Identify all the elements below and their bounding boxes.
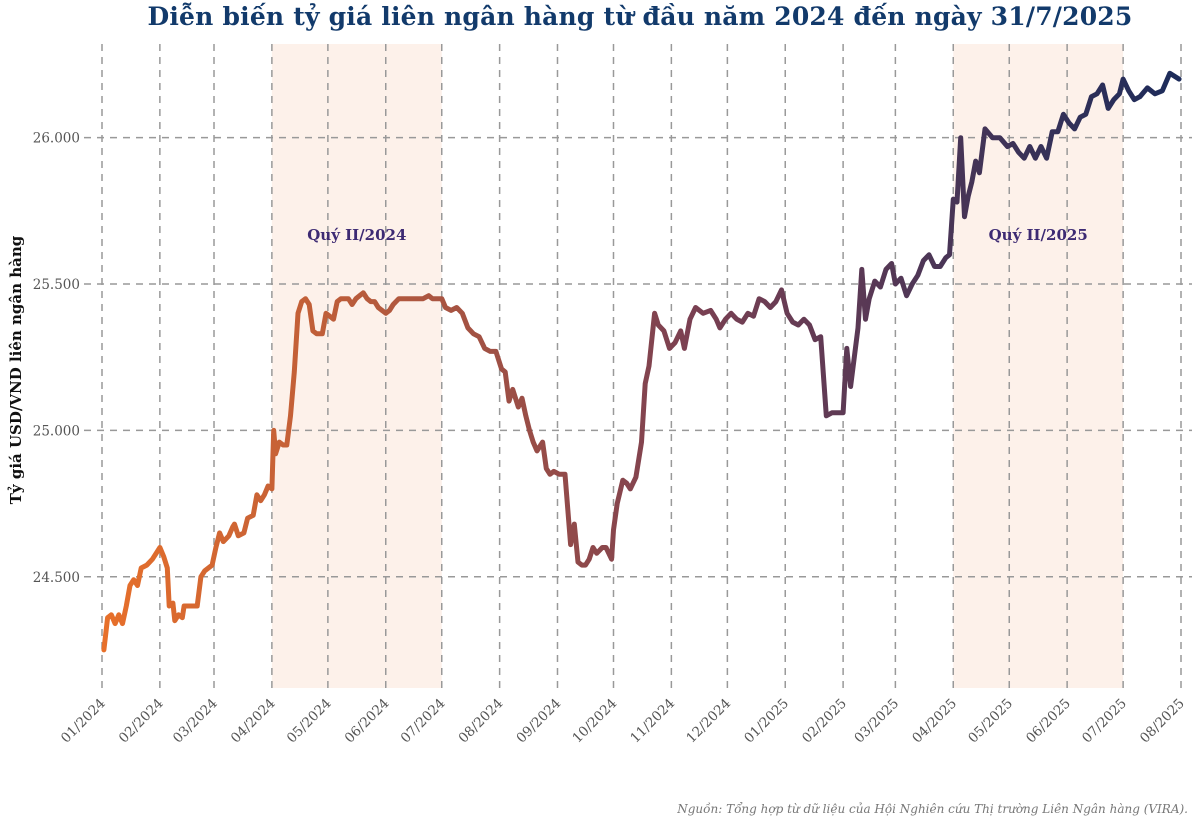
x-tick-labels: 01/2024 02/2024 03/2024 04/2024 05/2024 06/20… — [58, 696, 1188, 747]
x-tick-label: 01/2024 — [58, 696, 109, 747]
x-tick-label: 12/2024 — [683, 696, 734, 747]
x-tick-label: 11/2024 — [627, 696, 678, 747]
x-tick-label: 05/2024 — [284, 696, 335, 747]
y-axis-title: Tỷ giá USD/VND liên ngân hàng — [7, 235, 25, 504]
chart-title: Diễn biến tỷ giá liên ngân hàng từ đầu n… — [147, 2, 1133, 31]
x-tick-label: 07/2024 — [398, 696, 449, 747]
grid-lines — [84, 44, 1192, 688]
x-tick-label: 06/2025 — [1023, 696, 1074, 747]
y-tick-label: 25.000 — [33, 423, 80, 439]
x-tick-label: 10/2024 — [569, 696, 620, 747]
series-layer — [101, 70, 1182, 653]
band-label: Quý II/2024 — [307, 226, 406, 244]
x-tick-label: 01/2025 — [741, 696, 792, 747]
y-tick-labels: 24.500 25.000 25.500 26.000 — [33, 131, 80, 586]
source-note: Nguồn: Tổng hợp từ dữ liệu của Hội Nghiê… — [677, 802, 1188, 816]
quarter-bands — [271, 44, 1124, 688]
x-tick-label: 08/2025 — [1137, 696, 1188, 747]
x-tick-label: 05/2025 — [965, 696, 1016, 747]
band-labels: Quý II/2024 Quý II/2025 — [307, 226, 1088, 244]
x-tick-label: 03/2025 — [851, 696, 902, 747]
x-tick-label: 04/2024 — [228, 696, 279, 747]
y-tick-label: 25.500 — [33, 277, 80, 293]
x-tick-label: 03/2024 — [170, 696, 221, 747]
y-tick-label: 26.000 — [33, 131, 80, 147]
series-line — [101, 70, 1182, 653]
quarter-band — [953, 44, 1124, 688]
x-tick-label: 04/2025 — [909, 696, 960, 747]
x-tick-label: 06/2024 — [342, 696, 393, 747]
x-tick-label: 07/2025 — [1079, 696, 1130, 747]
x-tick-label: 02/2025 — [799, 696, 850, 747]
band-label: Quý II/2025 — [989, 226, 1088, 244]
x-tick-label: 02/2024 — [116, 696, 167, 747]
y-tick-label: 24.500 — [33, 570, 80, 586]
x-tick-label: 08/2024 — [455, 696, 506, 747]
quarter-band — [271, 44, 442, 688]
x-tick-label: 09/2024 — [513, 696, 564, 747]
